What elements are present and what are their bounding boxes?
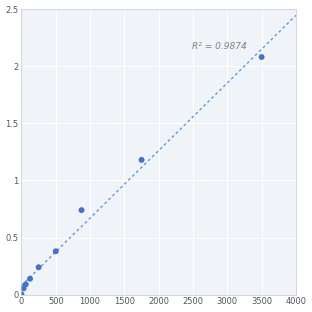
Point	[21, 286, 26, 291]
Point	[53, 249, 58, 254]
Point	[79, 207, 84, 212]
Point	[259, 55, 264, 60]
Point	[36, 265, 41, 270]
Point	[27, 276, 32, 281]
Text: R² = 0.9874: R² = 0.9874	[192, 42, 246, 51]
Point	[23, 282, 28, 287]
Point	[19, 292, 24, 297]
Point	[139, 157, 144, 162]
